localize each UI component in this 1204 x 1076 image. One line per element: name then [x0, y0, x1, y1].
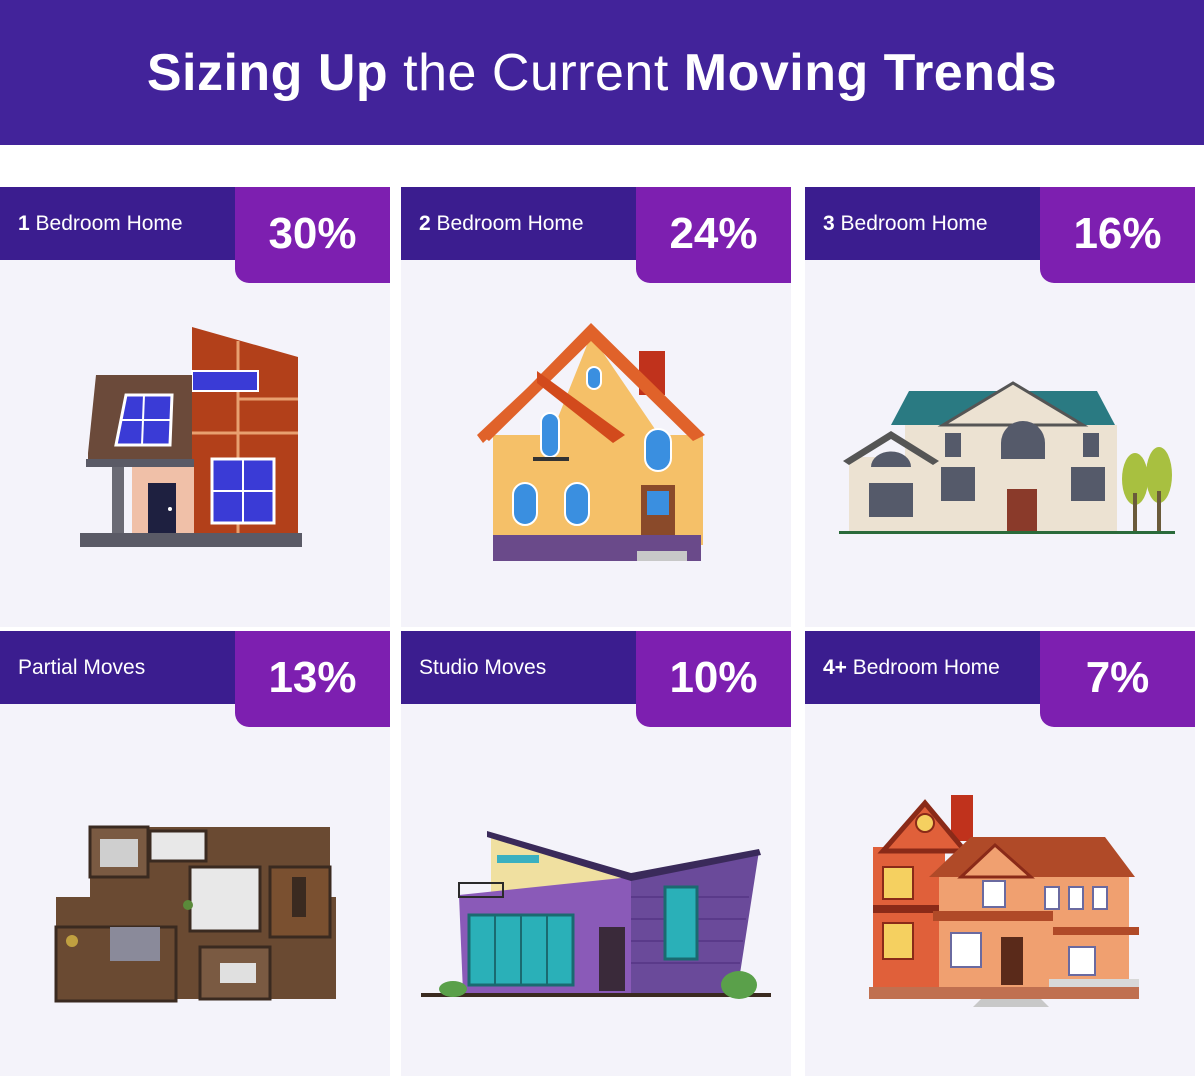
title-part-2: the Current: [403, 43, 669, 102]
yellow-house-icon: [477, 323, 705, 561]
card-partial-moves: Partial Moves 13%: [0, 631, 390, 1076]
percent-badge: 30%: [235, 187, 390, 283]
card-4plus-bedroom: 4+ Bedroom Home 7%: [805, 631, 1195, 1076]
percent-badge: 16%: [1040, 187, 1195, 283]
studio-house-icon: [421, 831, 771, 999]
card-label: Partial Moves: [18, 656, 146, 679]
title-part-3: Moving Trends: [683, 43, 1058, 102]
percent-badge: 24%: [636, 187, 791, 283]
percent-badge: 13%: [235, 631, 390, 727]
card-label: Studio Moves: [419, 656, 547, 679]
card-2-bedroom: 2 Bedroom Home 24%: [401, 187, 791, 627]
card-1-bedroom: 1 Bedroom Home 30%: [0, 187, 390, 627]
card-3-bedroom: 3 Bedroom Home 16%: [805, 187, 1195, 627]
card-label: 3 Bedroom Home: [823, 212, 988, 235]
title-part-1: Sizing Up: [146, 43, 389, 102]
page-header: Sizing Up the Current Moving Trends: [0, 0, 1204, 145]
card-label: 4+ Bedroom Home: [823, 656, 1000, 679]
brick-house-icon: [869, 795, 1139, 1007]
floor-plan-icon: [54, 825, 336, 1003]
card-label: 2 Bedroom Home: [419, 212, 584, 235]
card-label: 1 Bedroom Home: [18, 212, 183, 235]
card-studio-moves: Studio Moves 10%: [401, 631, 791, 1076]
percent-badge: 10%: [636, 631, 791, 727]
large-house-icon: [839, 381, 1175, 534]
percent-badge: 7%: [1040, 631, 1195, 727]
page-title: Sizing Up the Current Moving Trends: [147, 43, 1057, 103]
modern-house-icon: [80, 327, 302, 547]
